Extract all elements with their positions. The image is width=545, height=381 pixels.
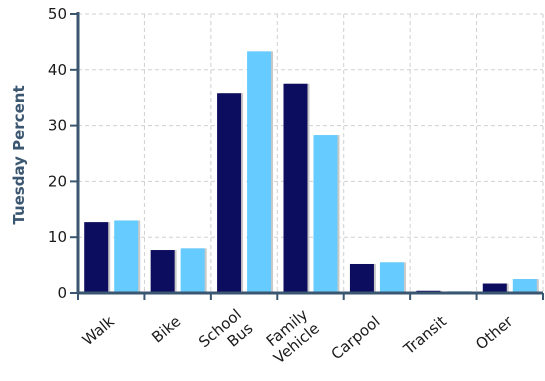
x-tick-label: Walk <box>79 312 118 349</box>
x-tick-labels: Walk Bike SchoolBus FamilyVehicle Carpool Tra… <box>77 293 544 367</box>
x-tick-label: SchoolBus <box>195 305 256 365</box>
y-tick-label: 10 <box>48 228 67 246</box>
y-tick-label: 0 <box>57 284 67 302</box>
y-tick-label: 40 <box>48 61 67 79</box>
bar <box>84 222 109 293</box>
x-tick-label-line: Walk <box>79 312 118 349</box>
grid-lines <box>78 13 544 293</box>
x-tick-label: Bike <box>148 312 184 346</box>
y-tick-label: 20 <box>48 172 67 190</box>
bar <box>150 250 175 293</box>
x-tick-label: Transit <box>400 312 450 358</box>
bar <box>379 262 404 293</box>
bar <box>283 83 308 293</box>
bar <box>217 93 242 294</box>
bar <box>247 51 272 293</box>
bar <box>114 220 139 293</box>
bar <box>180 248 205 293</box>
y-tick-label: 30 <box>48 117 67 135</box>
bar <box>482 283 507 293</box>
x-tick-label: Carpool <box>328 312 384 363</box>
bar <box>512 279 537 293</box>
x-tick-label-line: Carpool <box>328 312 384 363</box>
x-tick-label-line: Transit <box>400 312 450 358</box>
axes <box>76 12 543 295</box>
y-tick-labels: 0 10 20 30 40 50 <box>48 5 78 302</box>
x-tick-label: FamilyVehicle <box>259 305 323 367</box>
bars <box>84 51 539 294</box>
y-axis-label: Tuesday Percent <box>10 85 28 224</box>
y-tick-label: 50 <box>48 5 67 23</box>
bar <box>349 263 374 293</box>
bar <box>313 135 338 293</box>
x-tick-label: Other <box>472 312 517 354</box>
x-tick-label-line: Bike <box>148 312 184 346</box>
x-tick-label-line: Other <box>472 312 517 354</box>
